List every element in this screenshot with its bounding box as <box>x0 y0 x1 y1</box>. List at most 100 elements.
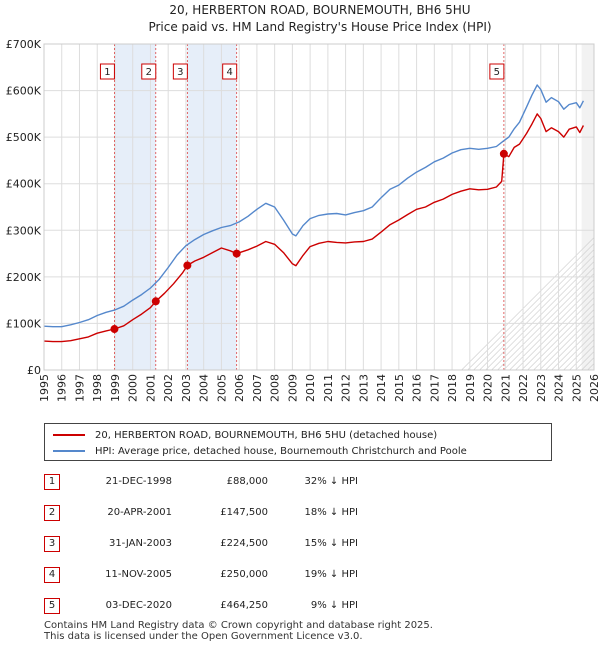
x-tick-label: 2020 <box>482 374 495 402</box>
footer-note: Contains HM Land Registry data © Crown c… <box>44 620 433 642</box>
sale-marker-label: 2 <box>146 67 152 78</box>
transaction-date: 03-DEC-2020 <box>105 600 172 611</box>
forecast-hatch <box>533 303 600 371</box>
transaction-number: 3 <box>44 536 60 552</box>
transaction-price: £88,000 <box>226 476 268 487</box>
sale-period-shade <box>187 44 237 370</box>
transaction-price: £250,000 <box>220 569 268 580</box>
x-tick-label: 2001 <box>144 374 157 402</box>
transaction-hpi-diff: 15% ↓ HPI <box>304 538 358 549</box>
x-tick-label: 2007 <box>251 374 264 402</box>
y-tick-label: £400K <box>6 178 42 191</box>
x-tick-label: 2018 <box>446 374 459 402</box>
x-tick-label: 2009 <box>286 374 299 402</box>
x-tick-label: 2000 <box>127 374 140 402</box>
table-row: 2 20-APR-2001 £147,500 18% ↓ HPI <box>44 505 444 523</box>
x-tick-label: 1998 <box>91 374 104 402</box>
x-tick-label: 1997 <box>73 374 86 402</box>
sale-marker-box <box>172 63 188 80</box>
legend: 20, HERBERTON ROAD, BOURNEMOUTH, BH6 5HU… <box>44 423 552 461</box>
forecast-hatch <box>473 243 600 371</box>
y-tick-label: £700K <box>6 38 42 51</box>
transaction-date: 20-APR-2001 <box>107 507 172 518</box>
transaction-number: 2 <box>44 505 60 521</box>
transaction-hpi-diff: 9% ↓ HPI <box>310 600 358 611</box>
table-row: 5 03-DEC-2020 £464,250 9% ↓ HPI <box>44 598 444 616</box>
table-row: 1 21-DEC-1998 £88,000 32% ↓ HPI <box>44 474 444 492</box>
sale-point <box>110 325 119 334</box>
y-tick-label: £200K <box>6 271 42 284</box>
transaction-date: 11-NOV-2005 <box>105 569 172 580</box>
sale-point <box>499 149 508 158</box>
y-tick-label: £600K <box>6 85 42 98</box>
x-tick-label: 2017 <box>428 374 441 402</box>
sale-marker-label: 4 <box>226 67 232 78</box>
forecast-hatch <box>491 261 600 371</box>
x-tick-label: 2011 <box>322 374 335 402</box>
sale-marker-box <box>99 63 115 80</box>
legend-swatch-hpi <box>53 450 85 452</box>
chart-title: 20, HERBERTON ROAD, BOURNEMOUTH, BH6 5HU <box>169 3 470 17</box>
transaction-hpi-diff: 32% ↓ HPI <box>304 476 358 487</box>
legend-label-hpi: HPI: Average price, detached house, Bour… <box>95 445 467 457</box>
forecast-hatch <box>515 285 600 371</box>
y-tick-label: £100K <box>6 317 42 330</box>
sale-point <box>232 249 241 258</box>
sale-marker-label: 5 <box>494 67 500 78</box>
plot-border <box>43 43 595 371</box>
footer-licence: This data is licensed under the Open Gov… <box>44 631 363 642</box>
x-tick-label: 2014 <box>375 374 388 402</box>
x-tick-label: 2008 <box>269 374 282 402</box>
forecast-hatch <box>527 297 600 371</box>
legend-item-property: 20, HERBERTON ROAD, BOURNEMOUTH, BH6 5HU… <box>53 427 437 443</box>
transaction-hpi-diff: 19% ↓ HPI <box>304 569 358 580</box>
forecast-region <box>581 44 594 370</box>
plot-right-mask <box>594 39 600 375</box>
legend-item-hpi: HPI: Average price, detached house, Bour… <box>53 443 467 459</box>
chart-subtitle: Price paid vs. HM Land Registry's House … <box>148 20 491 34</box>
x-tick-label: 2005 <box>215 374 228 402</box>
forecast-hatch <box>485 255 600 371</box>
sale-marker-box <box>489 63 505 80</box>
x-tick-label: 2025 <box>570 374 583 402</box>
x-tick-label: 2026 <box>588 374 600 402</box>
legend-label-property: 20, HERBERTON ROAD, BOURNEMOUTH, BH6 5HU… <box>95 429 438 441</box>
sale-point <box>183 261 192 270</box>
sale-marker-label: 1 <box>104 67 110 78</box>
table-row: 3 31-JAN-2003 £224,500 15% ↓ HPI <box>44 536 444 554</box>
forecast-hatch <box>461 231 600 371</box>
chart: 20, HERBERTON ROAD, BOURNEMOUTH, BH6 5HU… <box>6 3 600 402</box>
x-tick-label: 2021 <box>499 374 512 402</box>
property-price-line <box>43 113 585 343</box>
x-tick-label: 2002 <box>162 374 175 402</box>
forecast-hatch <box>503 273 600 371</box>
x-tick-label: 2003 <box>180 374 193 402</box>
forecast-hatch <box>479 249 600 371</box>
x-tick-label: 2015 <box>393 374 406 402</box>
transaction-hpi-diff: 18% ↓ HPI <box>304 507 358 518</box>
transaction-number: 4 <box>44 567 60 583</box>
footer-copyright: Contains HM Land Registry data © Crown c… <box>44 620 433 631</box>
legend-swatch-property <box>53 434 85 436</box>
y-tick-label: £500K <box>6 131 42 144</box>
transaction-date: 21-DEC-1998 <box>105 476 172 487</box>
x-tick-label: 2006 <box>233 374 246 402</box>
x-tick-label: 1999 <box>109 374 122 402</box>
transaction-date: 31-JAN-2003 <box>108 538 172 549</box>
forecast-hatch <box>509 279 600 371</box>
plot-area: 1 2 3 4 5 £0 £100K £200K £300K £400K £500K £600K £70… <box>6 38 600 402</box>
sale-marker-label: 3 <box>177 67 183 78</box>
transaction-price: £224,500 <box>220 538 268 549</box>
x-tick-label: 2022 <box>517 374 530 402</box>
hpi-line <box>43 84 585 328</box>
transaction-price: £147,500 <box>220 507 268 518</box>
x-tick-label: 2004 <box>198 374 211 402</box>
sale-marker-box <box>141 63 157 80</box>
x-tick-label: 2016 <box>411 374 424 402</box>
forecast-hatch <box>467 237 600 371</box>
transaction-number: 1 <box>44 474 60 490</box>
sale-point <box>151 297 160 306</box>
table-row: 4 11-NOV-2005 £250,000 19% ↓ HPI <box>44 567 444 585</box>
x-tick-label: 1996 <box>56 374 69 402</box>
transaction-number: 5 <box>44 598 60 614</box>
